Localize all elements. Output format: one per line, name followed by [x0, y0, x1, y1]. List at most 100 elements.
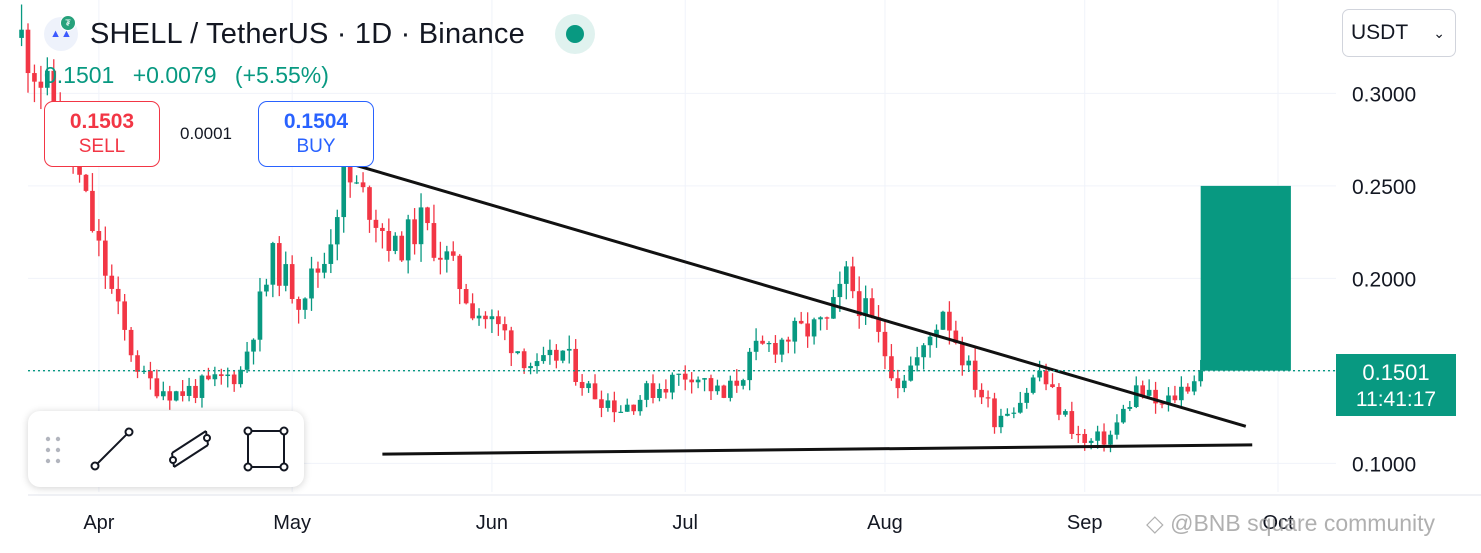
candle-body	[276, 243, 282, 286]
chart-drawings	[28, 164, 1336, 456]
last-price: 0.1501	[44, 62, 115, 88]
candle-body	[1114, 422, 1120, 435]
chart-header: ▲▲ ₮ SHELL / TetherUS · 1D · Binance	[44, 14, 595, 54]
candle-body	[1088, 440, 1094, 443]
last-price-tag: 0.1501 11:41:17	[1336, 354, 1456, 416]
candle-body	[347, 162, 353, 183]
candle-body	[547, 349, 553, 356]
candle-body	[644, 383, 649, 400]
candle-body	[959, 342, 965, 366]
candle-body	[38, 81, 44, 88]
symbol-logo-icon[interactable]: ▲▲ ₮	[44, 15, 78, 51]
candle-body	[612, 400, 617, 413]
bar-countdown: 11:41:17	[1355, 388, 1437, 411]
time-tick-label: Jul	[672, 512, 698, 534]
spread-value: 0.0001	[180, 124, 232, 143]
candle-body	[141, 370, 147, 373]
candle-body	[831, 297, 836, 319]
candle-body	[843, 266, 849, 284]
candle-body	[702, 378, 707, 380]
candle-body	[779, 339, 785, 355]
market-status-icon[interactable]	[554, 14, 595, 54]
candle-body	[257, 291, 263, 340]
candle-body	[1198, 370, 1204, 382]
sell-price: 0.1503	[69, 110, 135, 133]
candle-body	[599, 399, 604, 408]
candle-body	[264, 284, 269, 292]
candle-body	[380, 227, 385, 231]
candle-body	[418, 207, 424, 245]
candle-body	[354, 182, 359, 184]
candle-body	[1133, 385, 1139, 407]
candle-body	[979, 389, 984, 398]
candle-body	[1127, 406, 1133, 409]
candle-body	[947, 311, 952, 331]
candle-body	[728, 380, 733, 398]
buy-button[interactable]: 0.1504 BUY	[258, 101, 374, 167]
candle-body	[360, 182, 366, 188]
candle-body	[296, 299, 301, 310]
chevron-down-icon: ⌄	[1433, 24, 1445, 41]
price-change-percent: (+5.55%)	[234, 62, 329, 88]
candle-body	[373, 219, 379, 228]
candle-body	[444, 251, 450, 260]
drag-handle-icon[interactable]	[44, 435, 62, 465]
currency-select[interactable]: USDT ⌄	[1342, 9, 1456, 57]
candle-body	[1108, 434, 1113, 445]
buy-price: 0.1504	[283, 110, 349, 133]
candle-body	[940, 311, 946, 330]
candle-body	[1153, 389, 1158, 404]
candle-body	[695, 379, 701, 383]
candle-body	[876, 317, 881, 332]
candle-body	[895, 378, 901, 389]
drawing-toolbar	[28, 411, 304, 487]
candle-body	[631, 404, 636, 412]
candle-body	[1159, 403, 1165, 405]
candle-body	[760, 340, 765, 344]
parallel-channel-icon[interactable]	[166, 425, 214, 473]
candle-body	[856, 291, 862, 317]
candle-body	[753, 340, 759, 352]
candle-body	[657, 388, 662, 398]
shell-logo-icon: ▲▲	[50, 28, 72, 40]
candle-body	[927, 336, 933, 346]
candle-body	[1191, 381, 1197, 392]
candle-body	[270, 243, 276, 285]
sell-button[interactable]: 0.1503 SELL	[44, 101, 160, 167]
candlestick-series	[19, 4, 1204, 453]
candle-body	[32, 73, 37, 82]
watermark: ◇ @BNB square community	[1146, 510, 1436, 536]
candle-body	[889, 356, 894, 379]
candle-body	[689, 379, 694, 383]
symbol-title[interactable]: SHELL / TetherUS · 1D · Binance	[90, 17, 525, 50]
candle-body	[289, 264, 295, 300]
candle-body	[663, 388, 669, 393]
candle-body	[605, 400, 611, 408]
trend-line-icon[interactable]	[88, 425, 136, 473]
candle-body	[328, 244, 334, 264]
candle-body	[1043, 370, 1049, 385]
time-tick-label: Aug	[867, 512, 903, 534]
candle-body	[103, 240, 108, 276]
candle-body	[25, 29, 31, 74]
candle-body	[489, 316, 495, 320]
candle-body	[457, 255, 463, 290]
time-tick-label: Apr	[83, 512, 114, 534]
candle-body	[45, 70, 50, 88]
candle-body	[734, 380, 740, 386]
candle-body	[206, 375, 211, 380]
candle-body	[637, 399, 643, 412]
candle-body	[1017, 402, 1023, 413]
trend-line	[356, 164, 1247, 428]
tether-badge-icon: ₮	[60, 15, 76, 31]
candle-body	[1069, 411, 1075, 434]
candle-body	[1179, 386, 1184, 401]
candle-body	[1011, 412, 1017, 414]
candle-body	[747, 351, 752, 381]
candle-body	[51, 70, 57, 112]
candle-body	[212, 374, 218, 380]
candle-body	[992, 398, 997, 428]
rectangle-icon[interactable]	[242, 425, 290, 473]
candle-body	[135, 355, 140, 372]
